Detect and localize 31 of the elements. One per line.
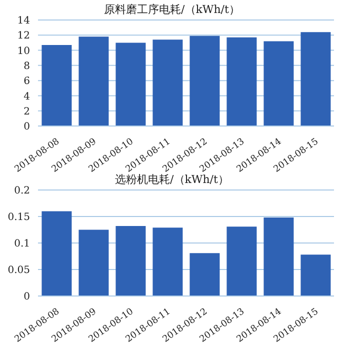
- bar: [300, 32, 331, 126]
- y-tick-label: 0.2: [14, 186, 30, 197]
- y-tick-label: 8: [24, 60, 30, 72]
- bar: [226, 37, 257, 126]
- y-tick-label: 0.15: [8, 212, 30, 224]
- chart-title: 选粉机电耗/（kWh/t）: [115, 173, 229, 186]
- bar: [152, 40, 183, 126]
- y-tick-label: 6: [24, 76, 30, 88]
- bar: [190, 253, 220, 296]
- bar: [190, 36, 220, 126]
- y-tick-label: 0: [24, 292, 30, 303]
- bar: [152, 228, 183, 296]
- bar: [116, 42, 146, 126]
- y-tick-label: 0: [24, 122, 30, 133]
- bar: [264, 41, 294, 126]
- chart-title: 原料磨工序电耗/（kWh/t）: [103, 2, 241, 17]
- bar: [226, 226, 257, 296]
- bar: [42, 44, 72, 126]
- y-tick-label: 10: [17, 46, 30, 57]
- bar: [78, 36, 109, 126]
- y-tick-label: 0.05: [8, 265, 30, 276]
- bar: [264, 218, 294, 296]
- y-tick-label: 4: [24, 91, 30, 102]
- bar: [42, 211, 72, 296]
- y-tick-label: 14: [17, 16, 30, 27]
- y-tick-label: 12: [17, 30, 30, 42]
- y-tick-label: 0.1: [14, 238, 30, 250]
- bar: [116, 226, 146, 296]
- y-tick-label: 2: [24, 106, 30, 118]
- bar: [78, 230, 109, 296]
- bar: [300, 254, 331, 296]
